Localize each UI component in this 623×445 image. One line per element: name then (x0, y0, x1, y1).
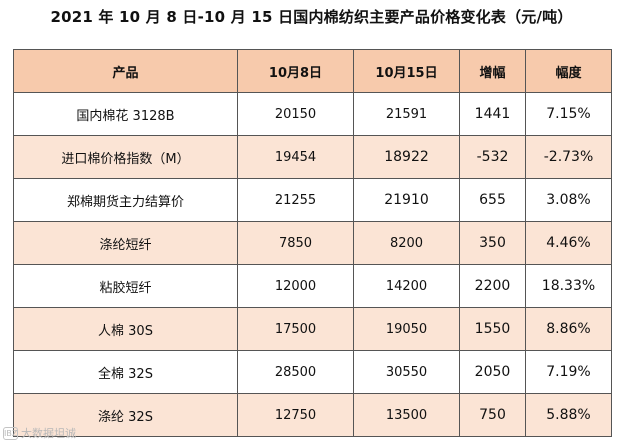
cell-product: 涤纶 32S (13, 393, 238, 437)
cell-oct8: 20150 (237, 92, 354, 136)
cell-oct8: 28500 (237, 350, 354, 394)
price-table: 产品 10月8日 10月15日 增幅 幅度 国内棉花 3128B 20150 2… (13, 49, 612, 437)
cell-percent: 4.46% (525, 221, 612, 265)
cell-percent: 3.08% (525, 178, 612, 222)
table-row: 郑棉期货主力结算价 21255 21910 655 3.08% (13, 178, 612, 222)
cell-change: 350 (459, 221, 526, 265)
cell-oct15: 19050 (353, 307, 460, 351)
cell-oct15: 8200 (353, 221, 460, 265)
cell-change: 750 (459, 393, 526, 437)
watermark: IBZ 大数据坦诚 (3, 425, 76, 441)
cell-oct15: 21591 (353, 92, 460, 136)
cell-change: 2200 (459, 264, 526, 308)
cell-oct15: 30550 (353, 350, 460, 394)
table-row: 全棉 32S 28500 30550 2050 7.19% (13, 350, 612, 394)
table-row: 进口棉价格指数（M） 19454 18922 -532 -2.73% (13, 135, 612, 179)
cell-oct8: 21255 (237, 178, 354, 222)
cell-product: 进口棉价格指数（M） (13, 135, 238, 179)
watermark-logo-icon: IBZ (3, 426, 18, 440)
cell-product: 全棉 32S (13, 350, 238, 394)
cell-product: 人棉 30S (13, 307, 238, 351)
cell-oct15: 14200 (353, 264, 460, 308)
table-row: 人棉 30S 17500 19050 1550 8.86% (13, 307, 612, 351)
cell-oct8: 19454 (237, 135, 354, 179)
cell-oct8: 7850 (237, 221, 354, 265)
cell-product: 郑棉期货主力结算价 (13, 178, 238, 222)
cell-percent: 7.19% (525, 350, 612, 394)
header-product: 产品 (13, 49, 238, 93)
cell-change: 1441 (459, 92, 526, 136)
cell-percent: 18.33% (525, 264, 612, 308)
cell-oct15: 21910 (353, 178, 460, 222)
cell-change: 2050 (459, 350, 526, 394)
cell-product: 国内棉花 3128B (13, 92, 238, 136)
cell-product: 粘胶短纤 (13, 264, 238, 308)
cell-oct8: 12000 (237, 264, 354, 308)
cell-oct15: 13500 (353, 393, 460, 437)
cell-change: 1550 (459, 307, 526, 351)
header-oct15: 10月15日 (353, 49, 460, 93)
cell-percent: -2.73% (525, 135, 612, 179)
cell-change: 655 (459, 178, 526, 222)
cell-change: -532 (459, 135, 526, 179)
header-oct8: 10月8日 (237, 49, 354, 93)
table-row: 粘胶短纤 12000 14200 2200 18.33% (13, 264, 612, 308)
cell-oct15: 18922 (353, 135, 460, 179)
cell-product: 涤纶短纤 (13, 221, 238, 265)
cell-percent: 7.15% (525, 92, 612, 136)
table-row: 涤纶短纤 7850 8200 350 4.46% (13, 221, 612, 265)
table-title: 2021 年 10 月 8 日-10 月 15 日国内棉纺织主要产品价格变化表（… (50, 8, 573, 26)
header-percent: 幅度 (525, 49, 612, 93)
table-row: 国内棉花 3128B 20150 21591 1441 7.15% (13, 92, 612, 136)
cell-oct8: 12750 (237, 393, 354, 437)
cell-percent: 5.88% (525, 393, 612, 437)
header-change: 增幅 (459, 49, 526, 93)
cell-percent: 8.86% (525, 307, 612, 351)
header-row: 产品 10月8日 10月15日 增幅 幅度 (13, 49, 612, 93)
watermark-text: 大数据坦诚 (21, 427, 76, 440)
table-row: 涤纶 32S 12750 13500 750 5.88% (13, 393, 612, 437)
cell-oct8: 17500 (237, 307, 354, 351)
